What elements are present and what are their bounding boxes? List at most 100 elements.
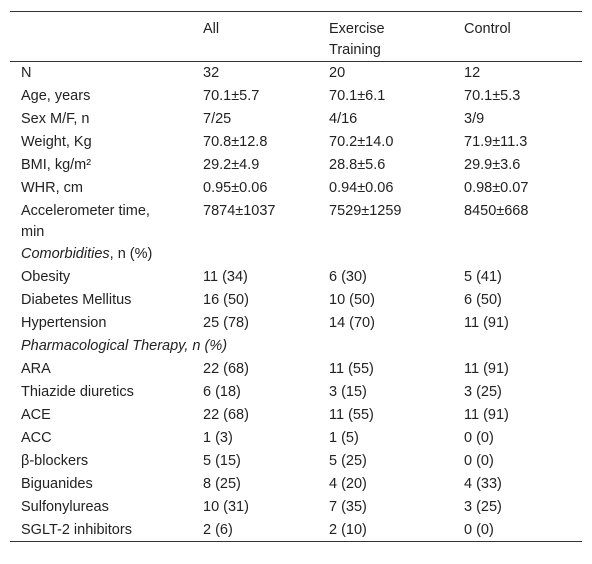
data-row: Obesity 11 (34) 6 (30) 5 (41) xyxy=(10,266,582,289)
row-label: Sex M/F, n xyxy=(21,110,90,127)
row-label: Accelerometer time, min xyxy=(21,202,150,240)
row-label-cell: N xyxy=(10,62,203,85)
value-cell: 11 (55) xyxy=(329,406,374,423)
data-row: WHR, cm 0.95±0.06 0.94±0.06 0.98±0.07 xyxy=(10,177,582,200)
row-label: WHR, cm xyxy=(21,179,84,196)
data-row: Sulfonylureas 10 (31) 7 (35) 3 (25) xyxy=(10,496,582,519)
row-label-cell: Hypertension xyxy=(10,312,203,335)
data-row: Sex M/F, n 7/25 4/16 3/9 xyxy=(10,108,582,131)
row-label-cell: WHR, cm xyxy=(10,177,203,200)
section-cell: Comorbidities, n (%) xyxy=(10,243,582,266)
section-row: Pharmacological Therapy, n (%) xyxy=(10,335,582,358)
data-row: Weight, Kg 70.8±12.8 70.2±14.0 71.9±11.3 xyxy=(10,131,582,154)
value-cell: 29.9±3.6 xyxy=(464,156,521,173)
column-header-cell: Control xyxy=(464,11,582,62)
row-label-cell: Accelerometer time, min xyxy=(10,200,203,243)
row-label: ACC xyxy=(21,429,52,446)
header-row: All Exercise Training Control xyxy=(10,11,582,62)
value-cell: 11 (91) xyxy=(464,406,509,423)
column-header: Control xyxy=(464,21,511,37)
row-label: Thiazide diuretics xyxy=(21,383,134,400)
section-row: Comorbidities, n (%) xyxy=(10,243,582,266)
row-label-cell: ARA xyxy=(10,358,203,381)
value-cell: 14 (70) xyxy=(329,314,375,331)
data-row: Hypertension 25 (78) 14 (70) 11 (91) xyxy=(10,312,582,335)
column-header: Exercise Training xyxy=(329,21,385,58)
value-cell: 3/9 xyxy=(464,110,485,127)
value-cell: 10 (50) xyxy=(329,291,375,308)
row-label: SGLT-2 inhibitors xyxy=(21,521,132,538)
data-row: β-blockers 5 (15) 5 (25) 0 (0) xyxy=(10,450,582,473)
data-row: ARA 22 (68) 11 (55) 11 (91) xyxy=(10,358,582,381)
data-row: BMI, kg/m² 29.2±4.9 28.8±5.6 29.9±3.6 xyxy=(10,154,582,177)
value-cell: 4 (20) xyxy=(329,475,367,492)
value-cell: 1 (3) xyxy=(203,429,233,446)
row-label-cell: Sex M/F, n xyxy=(10,108,203,131)
corner-cell xyxy=(10,11,203,62)
value-cell: 6 (30) xyxy=(329,268,367,285)
row-label-cell: Obesity xyxy=(10,266,203,289)
row-label-cell: Age, years xyxy=(10,85,203,108)
value-cell: 70.8±12.8 xyxy=(203,133,268,150)
value-cell: 5 (25) xyxy=(329,452,367,469)
section-title: Comorbidities xyxy=(21,245,110,262)
row-label: Hypertension xyxy=(21,314,107,331)
row-label: N xyxy=(21,65,32,81)
value-cell: 28.8±5.6 xyxy=(329,156,386,173)
table-body: N 32 20 12 Age, years 70.1±5.7 70.1±6.1 70.1±5.… xyxy=(10,62,582,542)
value-cell: 4 (33) xyxy=(464,475,502,492)
row-label: Sulfonylureas xyxy=(21,498,109,515)
row-label: Obesity xyxy=(21,268,71,285)
data-row: N 32 20 12 xyxy=(10,62,582,85)
row-label: Biguanides xyxy=(21,475,93,492)
value-cell: 7 (35) xyxy=(329,498,367,515)
value-cell: 2 (10) xyxy=(329,521,367,538)
value-cell: 0.98±0.07 xyxy=(464,179,529,196)
row-label-cell: BMI, kg/m² xyxy=(10,154,203,177)
section-unit: , n (%) xyxy=(109,245,153,262)
value-cell: 25 (78) xyxy=(203,314,249,331)
value-cell: 11 (91) xyxy=(464,360,509,377)
row-label-cell: Weight, Kg xyxy=(10,131,203,154)
row-label-cell: Sulfonylureas xyxy=(10,496,203,519)
value-cell: 3 (25) xyxy=(464,498,502,515)
value-cell: 2 (6) xyxy=(203,521,233,538)
value-cell: 12 xyxy=(464,65,481,81)
value-cell: 5 (41) xyxy=(464,268,502,285)
value-cell: 70.1±6.1 xyxy=(329,87,386,104)
row-label-cell: β-blockers xyxy=(10,450,203,473)
value-cell: 3 (15) xyxy=(329,383,367,400)
row-label-cell: SGLT-2 inhibitors xyxy=(10,519,203,542)
value-cell: 0 (0) xyxy=(464,521,494,538)
data-table: All Exercise Training Control N 32 20 12 Age, … xyxy=(10,11,582,542)
value-cell: 10 (31) xyxy=(203,498,249,515)
row-label: ARA xyxy=(21,360,51,377)
value-cell: 1 (5) xyxy=(329,429,359,446)
value-cell: 16 (50) xyxy=(203,291,249,308)
value-cell: 70.2±14.0 xyxy=(329,133,394,150)
row-label-cell: Diabetes Mellitus xyxy=(10,289,203,312)
value-cell: 7874±1037 xyxy=(203,202,276,219)
value-cell: 4/16 xyxy=(329,110,358,127)
value-cell: 22 (68) xyxy=(203,360,249,377)
data-row: Diabetes Mellitus 16 (50) 10 (50) 6 (50) xyxy=(10,289,582,312)
data-row: ACE 22 (68) 11 (55) 11 (91) xyxy=(10,404,582,427)
column-header: All xyxy=(203,21,220,37)
data-row: Thiazide diuretics 6 (18) 3 (15) 3 (25) xyxy=(10,381,582,404)
section-cell: Pharmacological Therapy, n (%) xyxy=(10,335,582,358)
row-label: BMI, kg/m² xyxy=(21,156,92,173)
data-row: ACC 1 (3) 1 (5) 0 (0) xyxy=(10,427,582,450)
value-cell: 7529±1259 xyxy=(329,202,402,219)
value-cell: 6 (50) xyxy=(464,291,502,308)
row-label-cell: ACE xyxy=(10,404,203,427)
row-label-cell: Biguanides xyxy=(10,473,203,496)
value-cell: 5 (15) xyxy=(203,452,241,469)
value-cell: 20 xyxy=(329,65,346,81)
value-cell: 71.9±11.3 xyxy=(464,133,528,150)
data-row: Age, years 70.1±5.7 70.1±6.1 70.1±5.3 xyxy=(10,85,582,108)
column-header-cell: All xyxy=(203,11,329,62)
value-cell: 0 (0) xyxy=(464,429,494,446)
value-cell: 29.2±4.9 xyxy=(203,156,260,173)
value-cell: 70.1±5.7 xyxy=(203,87,260,104)
row-label: Weight, Kg xyxy=(21,133,92,150)
